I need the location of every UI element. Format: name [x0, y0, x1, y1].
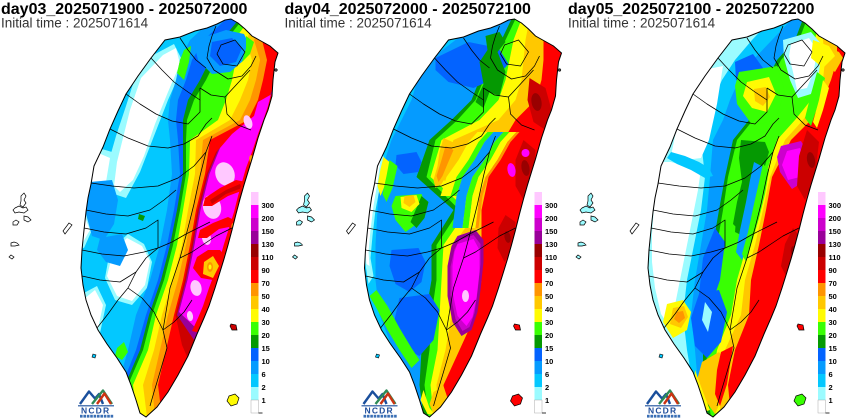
svg-text:20: 20	[545, 331, 553, 340]
svg-text:1: 1	[829, 396, 833, 405]
svg-text:6: 6	[262, 370, 266, 379]
svg-text:90: 90	[262, 266, 270, 275]
svg-text:10: 10	[545, 357, 553, 366]
svg-text:day05_2025072100 - 2025072200: day05_2025072100 - 2025072200	[568, 1, 815, 18]
svg-text:day04_2025072000 - 2025072100: day04_2025072000 - 2025072100	[285, 1, 532, 18]
svg-text:70: 70	[545, 279, 553, 288]
svg-text:NCDR: NCDR	[365, 406, 394, 416]
svg-text:10: 10	[262, 357, 270, 366]
svg-text:300: 300	[545, 201, 558, 210]
svg-text:Initial time : 2025071614: Initial time : 2025071614	[568, 16, 716, 31]
svg-text:NCDR: NCDR	[81, 406, 110, 416]
svg-text:6: 6	[829, 370, 833, 379]
svg-text:110: 110	[262, 253, 274, 262]
svg-text:6: 6	[545, 370, 549, 379]
svg-text:50: 50	[262, 292, 270, 301]
svg-text:1: 1	[262, 396, 266, 405]
svg-text:Initial time : 2025071614: Initial time : 2025071614	[1, 16, 149, 31]
svg-text:130: 130	[545, 240, 558, 249]
svg-text:50: 50	[829, 292, 837, 301]
svg-text:110: 110	[829, 253, 841, 262]
svg-text:1: 1	[545, 396, 549, 405]
svg-text:2: 2	[545, 383, 549, 392]
svg-text:15: 15	[262, 344, 270, 353]
svg-text:70: 70	[262, 279, 270, 288]
svg-text:130: 130	[829, 240, 842, 249]
svg-text:50: 50	[545, 292, 553, 301]
svg-text:30: 30	[545, 318, 553, 327]
svg-text:NCDR: NCDR	[648, 406, 677, 416]
svg-text:40: 40	[545, 305, 553, 314]
svg-text:90: 90	[545, 266, 553, 275]
svg-text:day03_2025071900 - 2025072000: day03_2025071900 - 2025072000	[1, 1, 248, 18]
svg-text:15: 15	[829, 344, 837, 353]
svg-text:200: 200	[545, 214, 558, 223]
svg-text:150: 150	[545, 227, 558, 236]
svg-text:70: 70	[829, 279, 837, 288]
svg-text:300: 300	[262, 201, 275, 210]
svg-text:20: 20	[829, 331, 837, 340]
svg-text:Initial time : 2025071614: Initial time : 2025071614	[285, 16, 433, 31]
svg-text:20: 20	[262, 331, 270, 340]
svg-text:150: 150	[262, 227, 275, 236]
svg-text:10: 10	[829, 357, 837, 366]
svg-text:300: 300	[829, 201, 842, 210]
svg-text:200: 200	[262, 214, 275, 223]
svg-text:2: 2	[262, 383, 266, 392]
svg-text:40: 40	[262, 305, 270, 314]
svg-text:15: 15	[545, 344, 553, 353]
svg-text:2: 2	[829, 383, 833, 392]
svg-text:150: 150	[829, 227, 842, 236]
svg-text:90: 90	[829, 266, 837, 275]
svg-text:200: 200	[829, 214, 842, 223]
svg-text:30: 30	[262, 318, 270, 327]
svg-text:110: 110	[545, 253, 557, 262]
svg-text:130: 130	[262, 240, 275, 249]
svg-text:30: 30	[829, 318, 837, 327]
svg-text:40: 40	[829, 305, 837, 314]
